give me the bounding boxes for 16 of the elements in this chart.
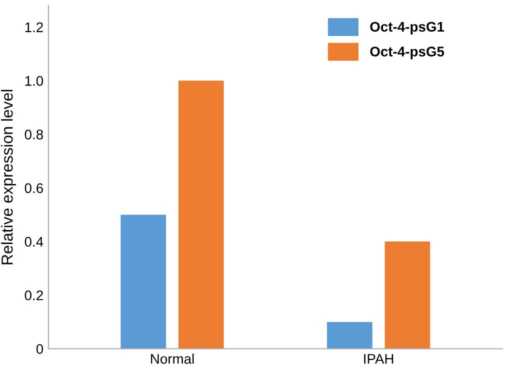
y-tick-label: 0.6	[24, 183, 43, 194]
bar	[178, 80, 224, 349]
y-tick-label: 1.0	[25, 76, 44, 86]
bar	[120, 214, 166, 349]
y-tick-label: 0	[36, 344, 44, 354]
legend-label: Oct-4-psG1	[370, 22, 444, 34]
x-tick-label: IPAH	[364, 354, 394, 364]
y-tick-label: 0.2	[24, 290, 43, 300]
y-tick-label: 0.8	[24, 130, 43, 140]
y-axis-title: Relative expression level	[1, 90, 16, 264]
y-tick-label: 0.4	[24, 236, 44, 247]
legend-label: Oct-4-psG5	[370, 46, 444, 60]
bar	[326, 322, 372, 349]
bar	[384, 242, 430, 349]
y-tick-label: 1.2	[25, 22, 43, 32]
x-tick-label: Normal	[151, 354, 194, 364]
